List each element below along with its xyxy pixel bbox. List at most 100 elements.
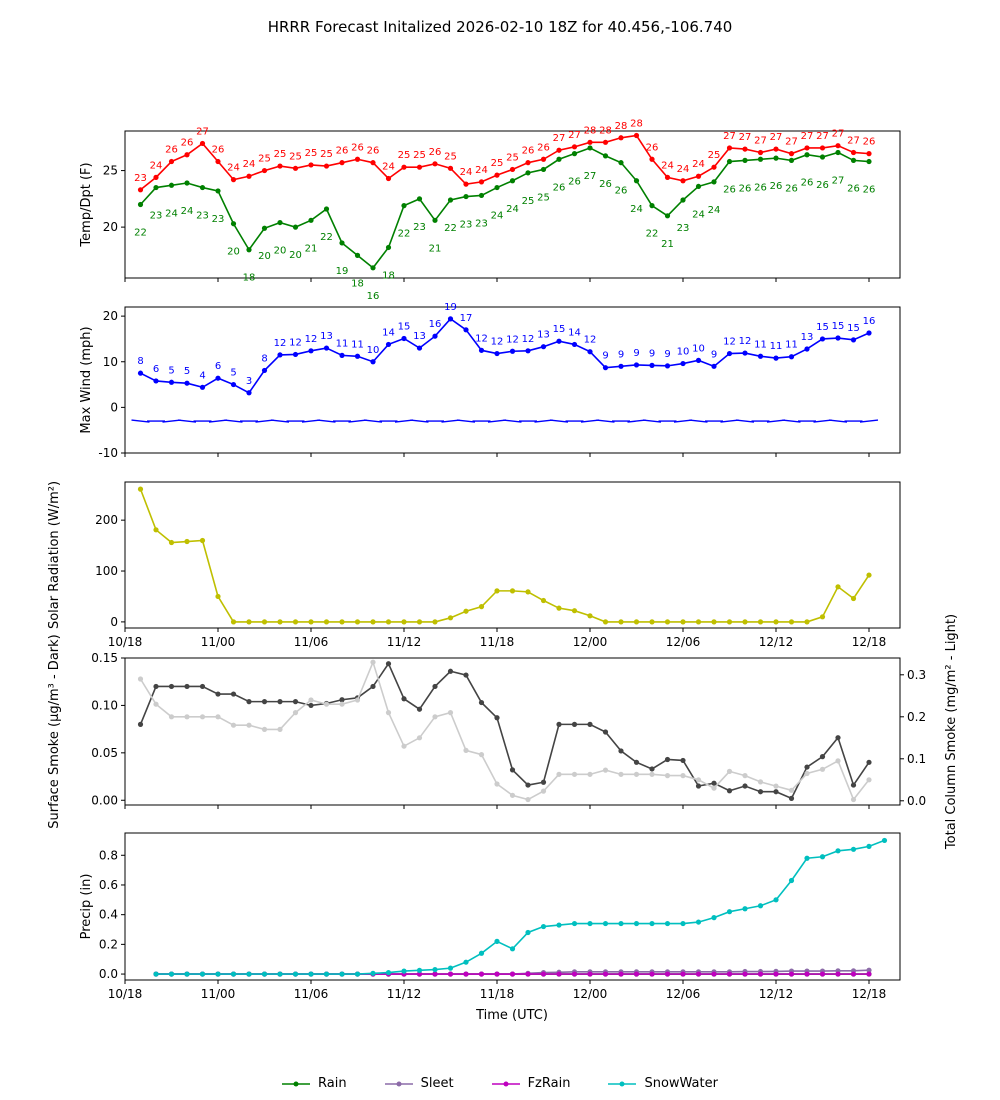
y-right-tick-label-2: 0.2 — [907, 710, 926, 724]
data-label-0-1-5: 23 — [212, 214, 225, 225]
data-point-0-1-17 — [401, 203, 407, 209]
data-point-0-1-35 — [680, 197, 686, 203]
data-point-2-0-1 — [153, 527, 159, 533]
data-label-0-1-39: 26 — [739, 183, 752, 194]
data-label-1-0-45: 15 — [832, 321, 845, 332]
data-point-0-0-19 — [432, 161, 438, 167]
data-point-4-3-13 — [354, 971, 361, 977]
data-point-0-1-23 — [494, 184, 500, 191]
data-label-1-0-27: 15 — [553, 324, 566, 335]
data-label-1-0-10: 12 — [289, 337, 302, 348]
data-point-2-0-31 — [618, 619, 624, 625]
wind-barb-26 — [534, 419, 553, 423]
data-point-0-0-45 — [835, 143, 841, 149]
data-point-1-0-19 — [432, 333, 438, 339]
legend-swatch-rain — [282, 1079, 311, 1089]
data-point-2-0-21 — [463, 608, 469, 614]
data-point-1-0-30 — [602, 365, 609, 371]
data-point-4-2-19 — [447, 971, 454, 977]
x-tick-label-2-2: 11/06 — [294, 635, 329, 649]
data-point-2-0-22 — [478, 604, 485, 610]
data-point-3-1-21 — [463, 747, 469, 754]
data-point-4-2-17 — [416, 971, 423, 977]
data-label-0-1-3: 24 — [181, 206, 194, 217]
data-point-2-0-19 — [432, 619, 438, 625]
series-line-0-0 — [139, 134, 870, 191]
data-point-3-1-27 — [556, 771, 562, 777]
data-label-0-0-45: 27 — [832, 129, 845, 140]
data-point-4-3-32 — [649, 920, 655, 927]
data-point-3-0-32 — [633, 759, 640, 765]
wind-barb-42 — [782, 419, 801, 423]
wind-barb-9 — [270, 419, 290, 423]
data-label-0-0-9: 25 — [274, 149, 287, 160]
data-point-0-0-20 — [447, 165, 454, 171]
data-point-0-1-3 — [184, 180, 190, 186]
y-tick-label-0-1: 25 — [103, 164, 118, 178]
data-label-0-1-13: 19 — [336, 266, 349, 277]
data-point-0-0-24 — [509, 166, 516, 173]
legend-label-sleet: Sleet — [420, 1076, 454, 1091]
data-point-0-1-1 — [153, 184, 159, 191]
data-point-2-0-9 — [277, 619, 283, 625]
data-point-4-3-45 — [850, 846, 857, 852]
wind-barb-45 — [828, 419, 848, 423]
data-label-0-0-20: 25 — [444, 151, 457, 162]
data-label-0-1-14: 18 — [351, 278, 364, 289]
data-label-1-0-5: 6 — [215, 361, 221, 372]
panel-frame-1 — [124, 306, 901, 454]
y-axis-label-2: Solar Radiation (W/m²) — [47, 481, 62, 629]
data-label-0-0-12: 25 — [320, 149, 333, 160]
y-tick-label-3-2: 0.10 — [91, 698, 118, 712]
data-point-4-3-5 — [230, 971, 237, 977]
data-point-1-0-17 — [401, 335, 407, 342]
data-label-0-0-42: 27 — [785, 137, 798, 148]
x-tick-label-4-5: 12/00 — [573, 987, 608, 1001]
data-label-0-0-17: 25 — [398, 150, 411, 161]
data-label-1-0-41: 11 — [770, 341, 783, 352]
data-point-4-3-42 — [804, 855, 810, 861]
data-point-3-1-37 — [711, 785, 717, 791]
y-tick-label-2-2: 200 — [95, 513, 118, 527]
data-label-0-0-47: 26 — [863, 137, 876, 148]
data-point-0-1-16 — [385, 244, 392, 251]
data-point-3-1-12 — [323, 701, 330, 707]
data-point-4-3-1 — [168, 971, 175, 977]
data-point-3-0-31 — [618, 748, 624, 754]
wind-barb-23 — [487, 419, 507, 423]
data-label-0-1-32: 24 — [630, 204, 643, 215]
data-point-4-3-25 — [540, 923, 547, 930]
data-point-2-0-36 — [695, 619, 702, 625]
data-label-0-1-19: 21 — [429, 243, 442, 254]
data-point-3-0-36 — [695, 783, 702, 789]
data-point-3-1-36 — [695, 777, 702, 783]
y-tick-label-2-1: 100 — [95, 564, 118, 578]
y-tick-label-3-1: 0.05 — [91, 746, 118, 760]
x-tick-label-4-7: 12/12 — [759, 987, 794, 1001]
data-point-3-1-23 — [494, 781, 500, 787]
data-point-2-0-20 — [447, 615, 454, 621]
data-point-0-0-47 — [866, 151, 872, 157]
data-label-1-0-7: 3 — [246, 376, 252, 387]
data-label-0-0-21: 24 — [460, 167, 473, 178]
data-point-4-2-31 — [633, 971, 640, 977]
data-label-0-0-15: 26 — [367, 146, 380, 157]
y-tick-label-3-0: 0.00 — [91, 793, 118, 807]
data-point-1-0-8 — [261, 367, 268, 374]
data-point-0-0-38 — [726, 145, 733, 151]
data-label-0-1-15: 16 — [367, 291, 380, 302]
data-point-1-0-32 — [633, 362, 640, 368]
data-point-2-0-6 — [230, 619, 237, 625]
data-point-0-0-28 — [571, 144, 578, 150]
data-point-0-0-13 — [339, 160, 345, 166]
data-point-0-1-25 — [525, 170, 531, 176]
data-label-0-1-8: 20 — [258, 251, 271, 262]
data-point-3-0-5 — [215, 691, 221, 697]
data-point-1-0-39 — [742, 350, 748, 356]
data-point-4-1-46 — [866, 967, 872, 973]
data-point-2-0-40 — [757, 619, 764, 625]
data-point-2-0-3 — [184, 538, 190, 545]
wind-barb-32 — [627, 419, 646, 423]
data-label-1-0-31: 9 — [618, 349, 624, 360]
data-point-2-0-12 — [323, 619, 330, 625]
